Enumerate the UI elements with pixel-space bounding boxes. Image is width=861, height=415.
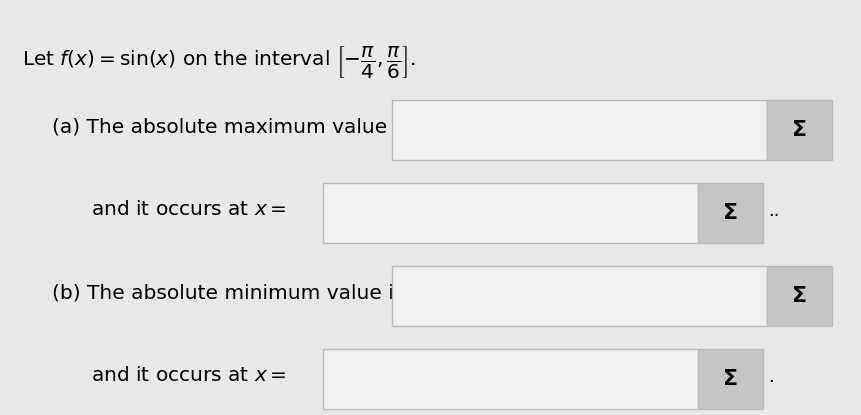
Text: and it occurs at $x =$: and it occurs at $x =$ xyxy=(90,200,286,219)
Bar xyxy=(323,349,697,409)
Text: Σ: Σ xyxy=(791,120,806,140)
Bar xyxy=(697,183,762,243)
Bar xyxy=(392,266,766,326)
Bar xyxy=(766,100,831,160)
Bar xyxy=(697,349,762,409)
Bar xyxy=(323,183,697,243)
Bar xyxy=(766,266,831,326)
Text: Let $f(x) = \sin(x)$ on the interval $\left[-\dfrac{\pi}{4}, \dfrac{\pi}{6}\righ: Let $f(x) = \sin(x)$ on the interval $\l… xyxy=(22,44,415,80)
Text: .: . xyxy=(767,368,773,386)
Text: Σ: Σ xyxy=(791,286,806,306)
Text: ..: .. xyxy=(767,202,778,220)
Text: (a) The absolute maximum value is: (a) The absolute maximum value is xyxy=(52,117,409,136)
Bar xyxy=(392,100,766,160)
Text: (b) The absolute minimum value is: (b) The absolute minimum value is xyxy=(52,283,404,302)
Text: and it occurs at $x =$: and it occurs at $x =$ xyxy=(90,366,286,385)
Text: Σ: Σ xyxy=(722,369,737,389)
Text: Σ: Σ xyxy=(722,203,737,223)
